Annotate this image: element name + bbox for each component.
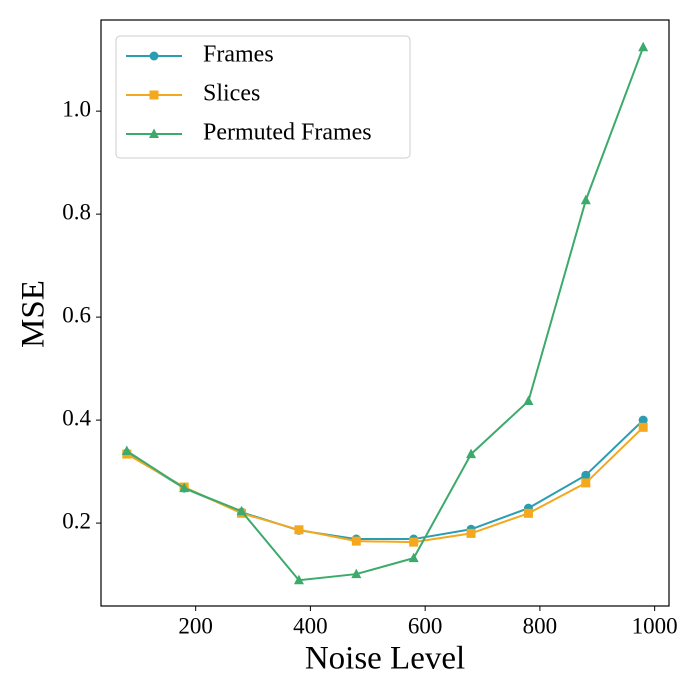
marker	[408, 552, 419, 563]
legend: Frames Slices Permuted Frames	[115, 35, 411, 159]
y-tick-label: 0.6	[62, 302, 91, 327]
marker	[523, 395, 534, 406]
legend-label: Slices	[203, 81, 260, 107]
x-tick-label: 200	[178, 613, 213, 638]
x-tick-label: 400	[293, 613, 328, 638]
series-line	[126, 426, 644, 544]
legend-marker	[149, 128, 159, 138]
marker	[294, 525, 304, 535]
plot-frame	[100, 19, 670, 607]
marker	[293, 574, 304, 585]
marker	[351, 568, 362, 579]
x-tick-label: 600	[408, 613, 443, 638]
y-tick-label: 1.0	[62, 96, 91, 121]
y-axis-label: MSE	[16, 280, 52, 348]
marker	[121, 445, 132, 456]
marker	[409, 537, 419, 547]
x-tick-label: 1000	[632, 613, 678, 638]
marker	[523, 508, 533, 518]
x-tick-label: 800	[523, 613, 558, 638]
x-axis-label: Noise Level	[305, 641, 465, 677]
marker	[638, 41, 649, 52]
marker	[466, 448, 477, 459]
legend-marker	[149, 51, 159, 61]
marker	[236, 505, 247, 516]
marker	[638, 422, 648, 432]
y-tick-label: 0.2	[62, 508, 91, 533]
marker	[580, 194, 591, 205]
marker	[638, 415, 648, 425]
legend-label: Permuted Frames	[203, 120, 372, 146]
marker	[179, 482, 190, 493]
legend-box	[115, 35, 411, 159]
series-line	[126, 46, 645, 582]
y-tick-label: 0.8	[62, 199, 91, 224]
marker	[351, 536, 361, 546]
series-line	[126, 419, 644, 541]
marker	[581, 478, 591, 488]
marker	[581, 470, 591, 480]
legend-label: Frames	[203, 42, 274, 68]
legend-marker	[149, 90, 159, 100]
y-tick-label: 0.4	[62, 405, 91, 430]
marker	[466, 528, 476, 538]
